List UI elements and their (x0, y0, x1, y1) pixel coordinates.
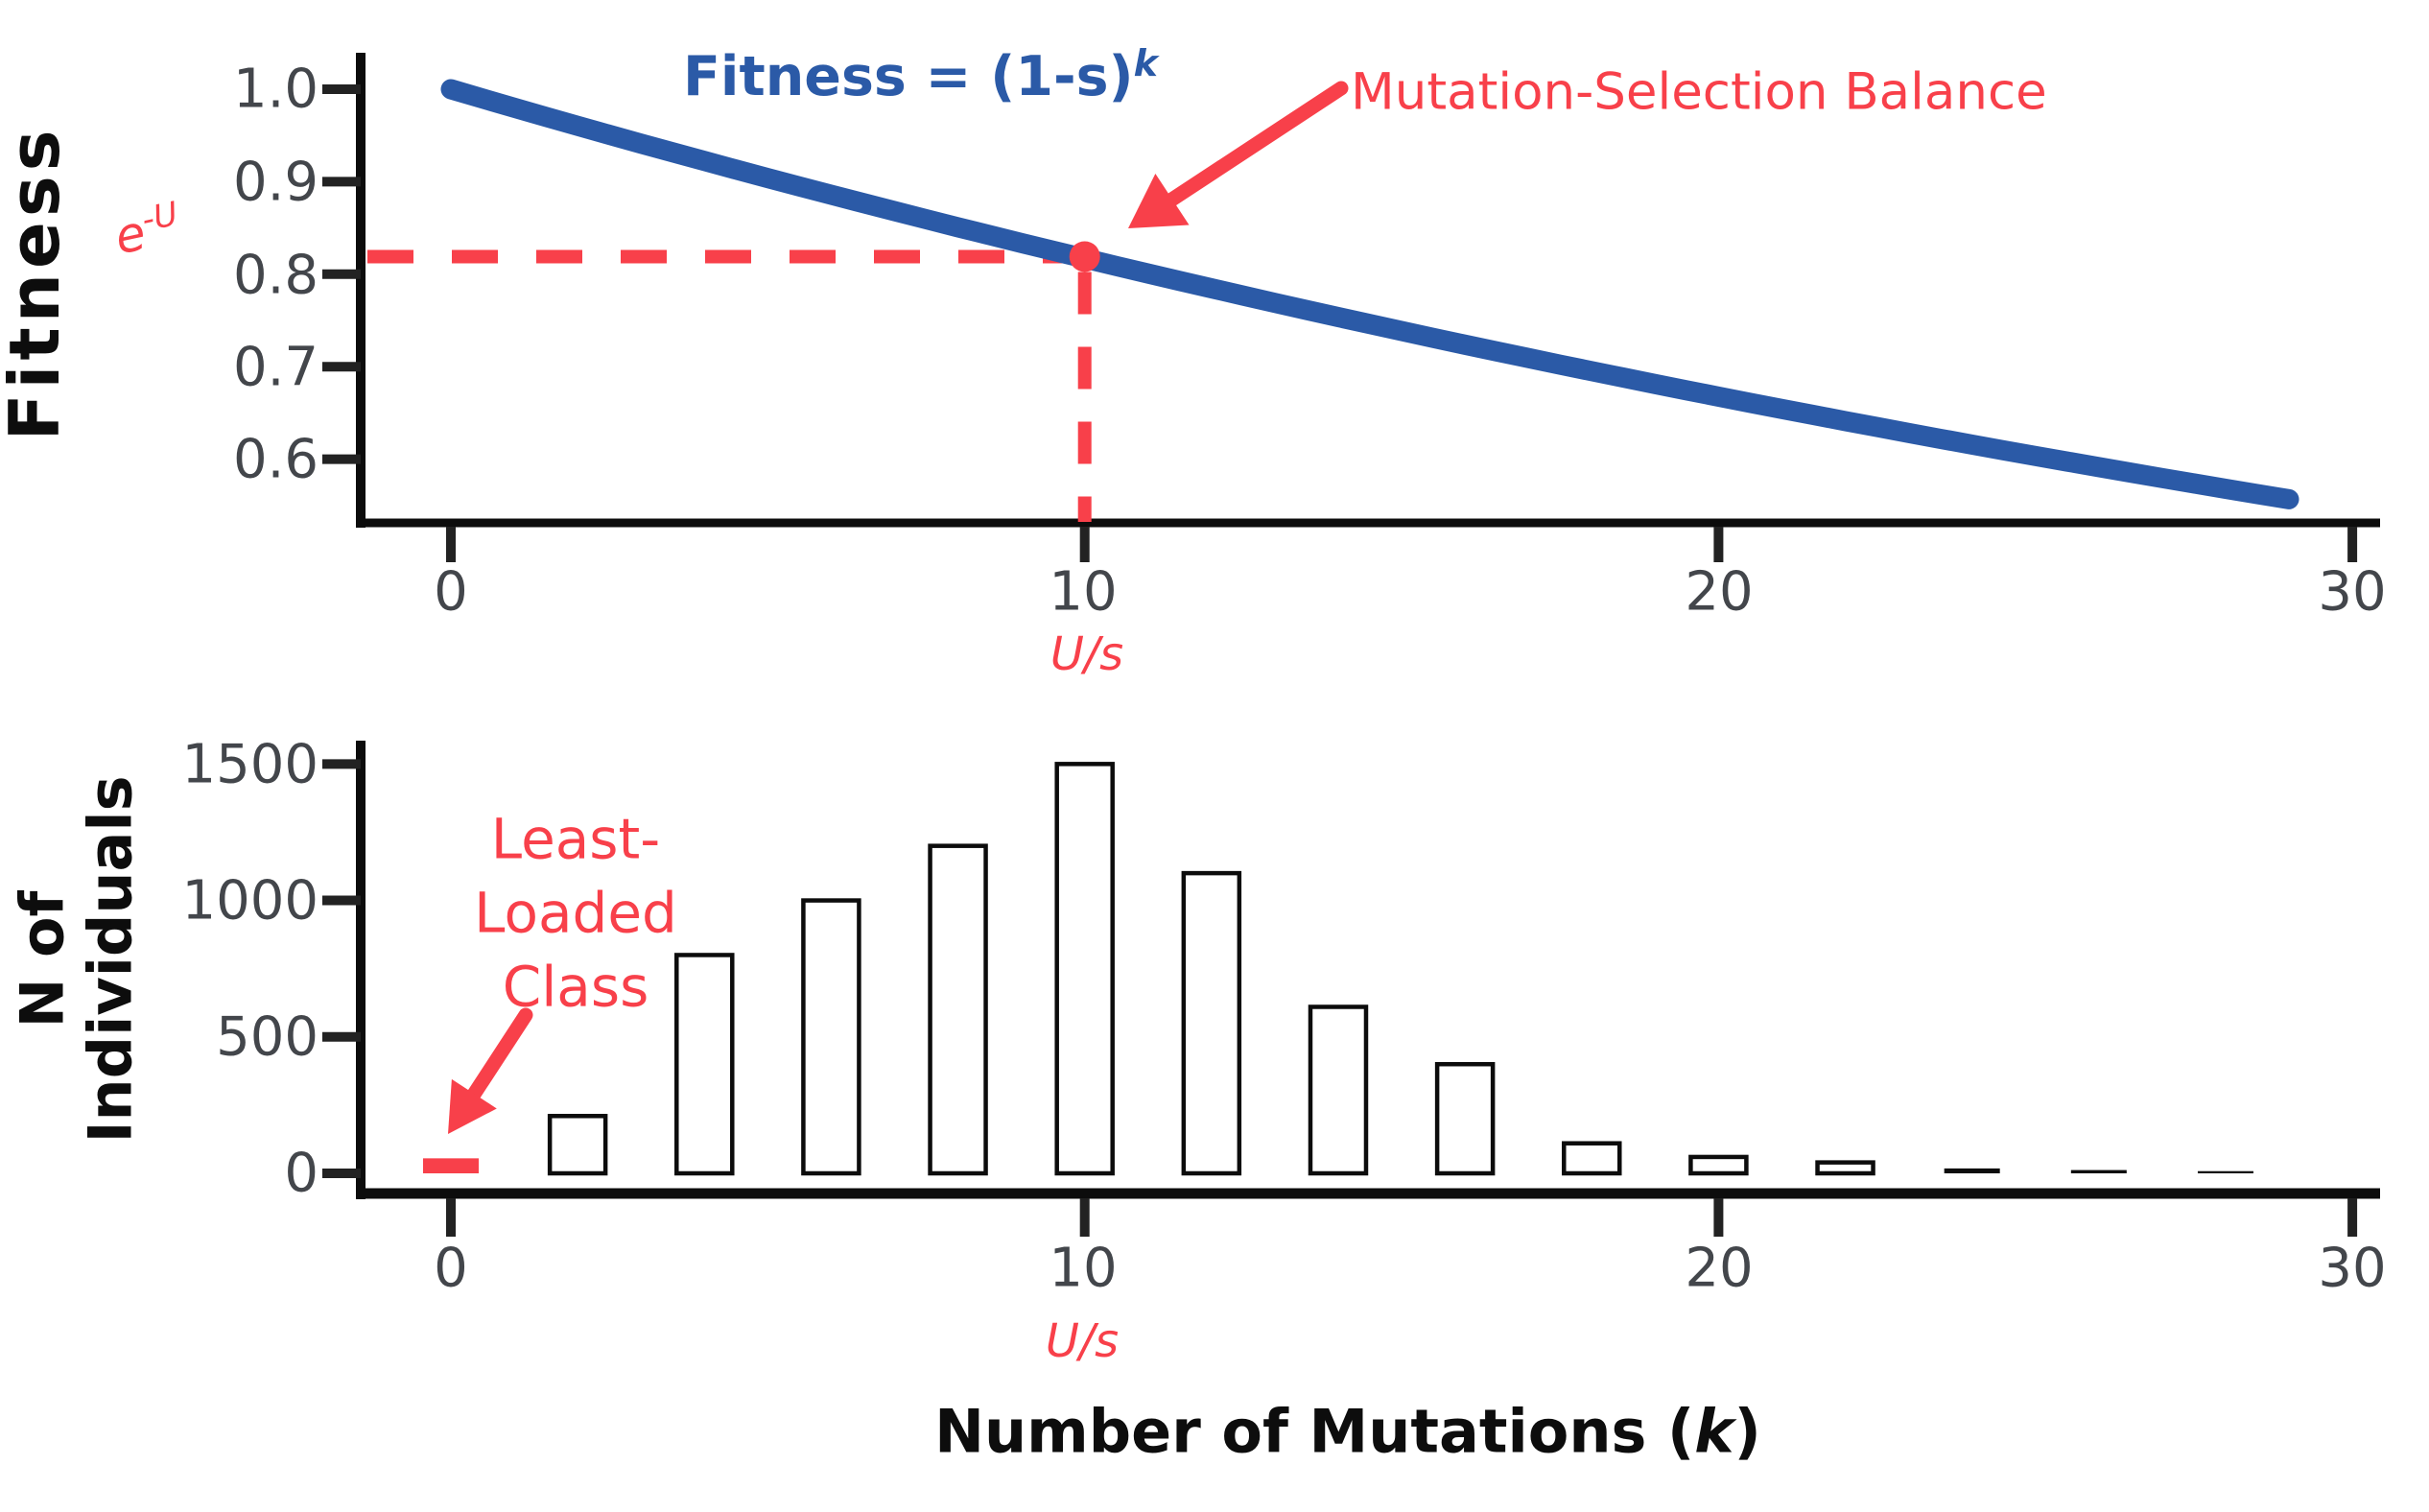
bottom-xtick-0: 0 (434, 1237, 468, 1300)
histogram-bar-k18 (1562, 1141, 1622, 1176)
mutation-selection-balance-label: Mutation-Selection Balance (1351, 62, 2047, 122)
bottom-xtick-30: 30 (2318, 1237, 2387, 1300)
top-y-axis-title: Fitness (0, 125, 75, 441)
histogram-bar-k28 (2197, 1170, 2253, 1173)
histogram-bar-k0 (423, 1158, 479, 1173)
bottom-ylabel-line1: N of (7, 890, 78, 1028)
top-xtick-30: 30 (2318, 560, 2387, 624)
formula-main: Fitness = (1-s) (683, 45, 1134, 108)
bottom-x-axis-title: Number of Mutations (k) (934, 1397, 1761, 1467)
bottom-ytick-1500: 1500 (181, 733, 318, 796)
bottom-ytick-0: 0 (284, 1142, 318, 1205)
top-ytick-0.9: 0.9 (232, 151, 318, 214)
top-ytick-1.0: 1.0 (232, 58, 318, 121)
fitness-curve (440, 79, 2299, 509)
histogram-bar-k4 (674, 953, 735, 1176)
histogram-bar-k14 (1308, 1004, 1369, 1176)
bottom-ytick-1000: 1000 (181, 869, 318, 933)
fitness-formula: Fitness = (1-s)k (683, 45, 1158, 108)
balance-arrow-head (1128, 174, 1190, 228)
least-loaded-line2: Loaded (474, 880, 677, 946)
histogram-bar-k26 (2070, 1169, 2127, 1173)
top-xtick-10: 10 (1049, 560, 1118, 624)
histogram-bar-k16 (1434, 1061, 1496, 1176)
xlabel-k: k (1694, 1396, 1734, 1467)
least-loaded-line1: Least- (490, 806, 661, 872)
histogram-bar-k10 (1054, 762, 1115, 1176)
formula-exponent: k (1133, 42, 1158, 84)
histogram-bar-k20 (1688, 1154, 1749, 1176)
histogram-bar-k6 (801, 898, 861, 1176)
top-xtick-0: 0 (434, 560, 468, 624)
histogram-bar-k22 (1815, 1160, 1875, 1176)
histogram-bar-k24 (1944, 1168, 2000, 1173)
histogram-bar-k12 (1181, 870, 1242, 1176)
bottom-ytick-500: 500 (216, 1005, 318, 1069)
least-loaded-line3: Class (502, 954, 649, 1020)
top-ytick-0.7: 0.7 (232, 336, 318, 399)
bottom-xtick-20: 20 (1685, 1237, 1754, 1300)
bottom-y-axis-title: N of Individuals (7, 775, 146, 1144)
bottom-ylabel-line2: Individuals (76, 775, 146, 1144)
top-ytick-0.8: 0.8 (232, 244, 318, 307)
top-ytick-0.6: 0.6 (232, 428, 318, 491)
xlabel-post: ) (1733, 1396, 1761, 1467)
balance-arrow-shaft (1165, 81, 1349, 207)
least-loaded-arrow-shaft (466, 1007, 533, 1101)
top-us-label: U/s (1049, 627, 1124, 681)
histogram-bar-k8 (928, 843, 988, 1176)
balance-point-dot (1069, 241, 1100, 272)
xlabel-pre: Number of Mutations ( (934, 1396, 1695, 1467)
bottom-xtick-10: 10 (1049, 1237, 1118, 1300)
top-xtick-20: 20 (1685, 560, 1754, 624)
least-loaded-arrow-head (448, 1078, 497, 1134)
least-loaded-class-label: Least- Loaded Class (474, 803, 677, 1025)
bottom-us-label: U/s (1045, 1314, 1120, 1368)
histogram-bar-k2 (547, 1114, 608, 1176)
